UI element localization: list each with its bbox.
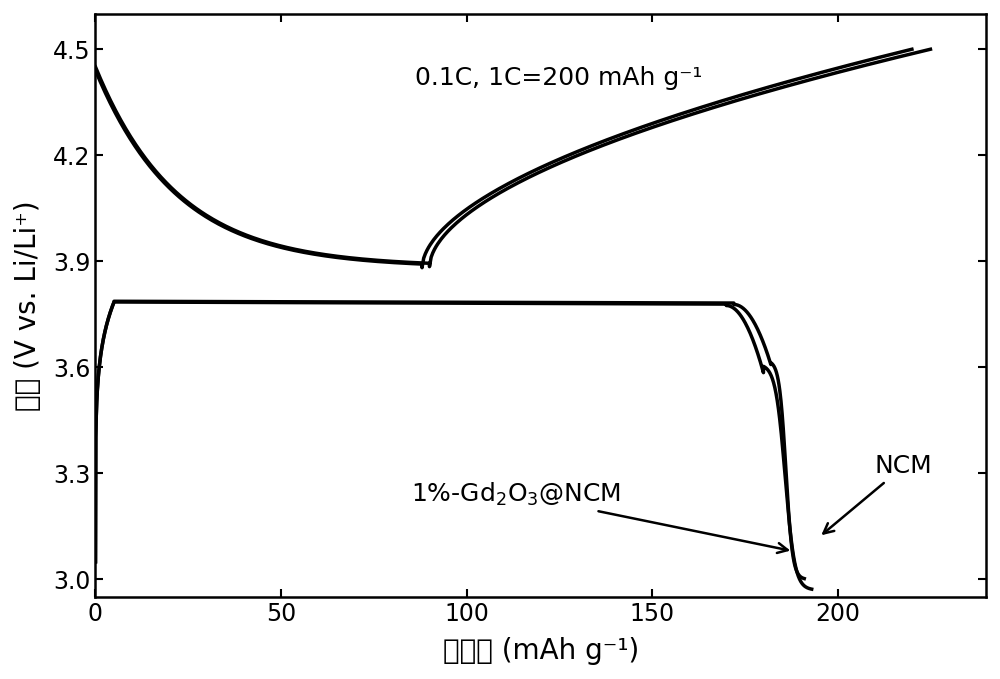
Y-axis label: 电压 (V vs. Li/Li⁺): 电压 (V vs. Li/Li⁺) (14, 200, 42, 411)
Text: NCM: NCM (823, 454, 933, 534)
Text: 0.1C, 1C=200 mAh g⁻¹: 0.1C, 1C=200 mAh g⁻¹ (415, 67, 702, 90)
X-axis label: 比容量 (mAh g⁻¹): 比容量 (mAh g⁻¹) (443, 637, 639, 665)
Text: 1%-Gd$_2$O$_3$@NCM: 1%-Gd$_2$O$_3$@NCM (411, 481, 788, 553)
